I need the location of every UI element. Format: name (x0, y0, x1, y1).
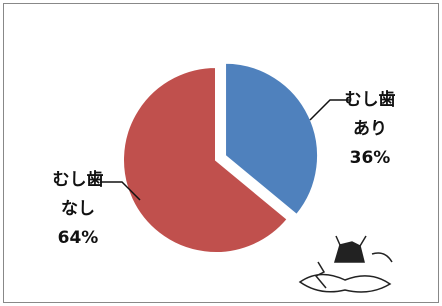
chart: むし歯あり36%むし歯なし64% (0, 0, 442, 306)
slice-label: なし (61, 199, 95, 219)
value-label: 64% (58, 228, 99, 248)
slice-label: あり (353, 119, 387, 139)
page: むし歯あり36%むし歯なし64% (() => { const data = J… (0, 0, 442, 306)
slice-label: むし歯 (345, 89, 396, 110)
value-label: 36% (350, 148, 391, 168)
slice-label: むし歯 (53, 169, 104, 190)
